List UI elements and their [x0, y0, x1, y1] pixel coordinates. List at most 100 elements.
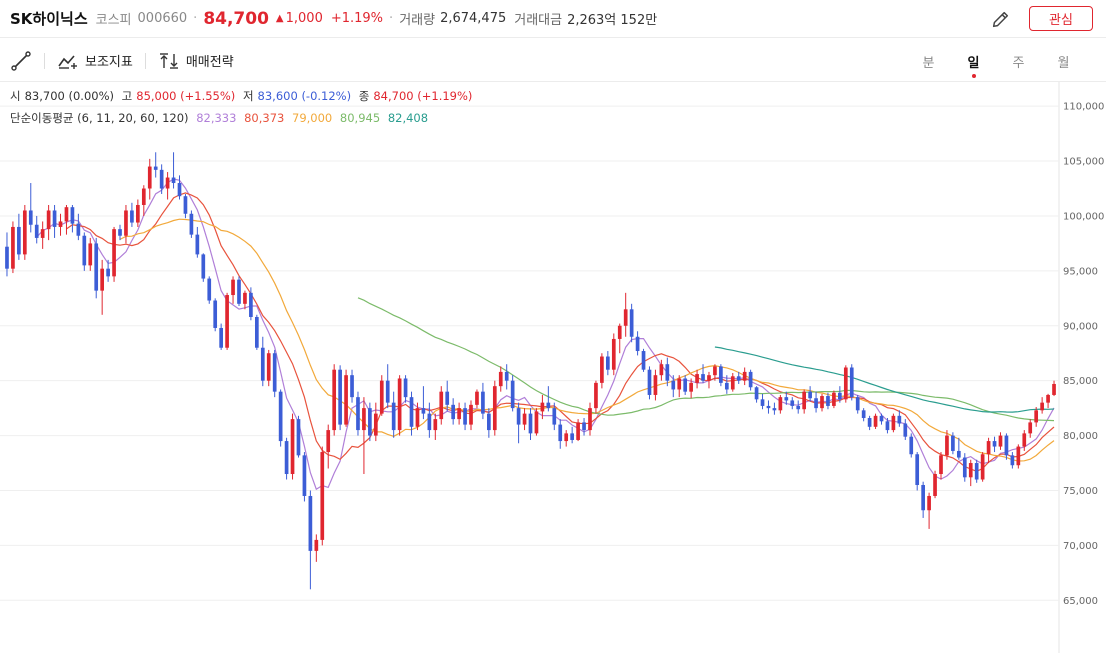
candle-body	[52, 210, 57, 227]
stock-name[interactable]: SK하이닉스	[10, 10, 88, 28]
candle-body	[766, 405, 771, 409]
candle-body	[22, 210, 27, 255]
candle-body	[326, 430, 331, 453]
y-tick-label: 65,000	[1063, 596, 1098, 607]
tab-week[interactable]: 주	[1012, 55, 1025, 71]
candle-body	[748, 371, 753, 388]
candle-body	[873, 415, 878, 427]
candle-body	[623, 309, 628, 326]
candle-body	[498, 371, 503, 387]
tab-minute[interactable]: 분	[922, 55, 935, 71]
candle-body	[891, 415, 896, 431]
candle-body	[76, 223, 81, 236]
candle-body	[1022, 433, 1027, 447]
candle-body	[784, 397, 789, 401]
candle-body	[403, 378, 408, 398]
candle-body	[986, 441, 991, 455]
favorite-button[interactable]: 관심	[1029, 6, 1093, 31]
candle-body	[576, 422, 580, 440]
candle-body	[724, 382, 729, 390]
candle-body	[962, 457, 967, 478]
candle-body	[28, 210, 33, 225]
candle-body	[903, 423, 908, 437]
candle-body	[1010, 455, 1015, 466]
candle-body	[195, 234, 200, 255]
candle-body	[159, 169, 164, 189]
ma6-value: 82,333	[196, 111, 237, 125]
ma-label: 단순이동평균 (6, 11, 20, 60, 120)	[10, 111, 189, 125]
candle-body	[1040, 402, 1044, 411]
candle-body	[141, 188, 146, 205]
high-value: 85,000 (+1.55%)	[136, 89, 236, 103]
candle-body	[207, 278, 212, 301]
candle-body	[826, 396, 830, 406]
candle-body	[368, 408, 372, 436]
candle-body	[611, 338, 616, 370]
candle-body	[951, 435, 955, 451]
candle-body	[82, 235, 87, 266]
strategy-button[interactable]: 매매전략	[158, 51, 234, 70]
toolbar-divider	[44, 52, 45, 69]
candle-body	[308, 495, 313, 551]
candle-body	[415, 408, 420, 427]
candle-body	[1046, 394, 1050, 403]
close-label: 종	[358, 89, 370, 103]
candle-body	[492, 386, 497, 431]
draw-line-icon[interactable]	[10, 50, 32, 72]
toolbar-divider	[144, 52, 146, 69]
candle-body	[11, 226, 15, 269]
candle-body	[356, 397, 360, 431]
candle-body	[457, 408, 461, 420]
ma11-value: 80,373	[244, 111, 285, 125]
indicator-button[interactable]: 보조지표	[57, 51, 133, 70]
pencil-icon[interactable]	[990, 8, 1012, 30]
candle-body	[445, 391, 450, 405]
indicator-icon	[58, 54, 77, 69]
candle-body	[219, 327, 223, 348]
candle-body	[802, 391, 807, 410]
candle-body	[522, 413, 527, 425]
candle-body	[469, 404, 473, 425]
open-value: 83,700 (0.00%)	[24, 89, 114, 103]
candle-body	[760, 399, 765, 406]
candle-body	[189, 213, 194, 235]
candle-body	[992, 441, 997, 447]
candle-body	[939, 455, 943, 475]
candle-body	[730, 376, 735, 390]
candle-body	[659, 364, 664, 376]
candle-body	[296, 419, 301, 456]
candle-body	[701, 374, 705, 381]
candle-body	[504, 371, 509, 381]
ma-legend: 단순이동평균 (6, 11, 20, 60, 120) 82,333 80,37…	[10, 110, 432, 126]
tab-day[interactable]: 일	[951, 52, 996, 78]
candle-body	[260, 347, 265, 381]
candle-body	[879, 415, 884, 422]
candle-body	[956, 450, 961, 458]
stock-code: 000660	[137, 11, 188, 26]
candle-body	[397, 378, 402, 431]
y-tick-label: 85,000	[1063, 376, 1098, 387]
tab-month[interactable]: 월	[1057, 55, 1070, 71]
price-chart[interactable]: 110,000 105,000 100,000 95,000 90,000 85,000 8…	[0, 82, 1106, 653]
volume-value: 2,674,475	[440, 11, 507, 26]
candle-body	[742, 371, 747, 381]
candle-body	[153, 166, 158, 170]
candle-body	[843, 367, 848, 400]
candle-body	[409, 397, 414, 427]
candle-body	[564, 433, 569, 442]
close-value: 84,700 (+1.19%)	[373, 89, 473, 103]
period-tabs: 분 일 주 월	[906, 40, 1086, 82]
candle-body	[201, 254, 206, 279]
strategy-label: 매매전략	[185, 55, 234, 70]
candle-body	[909, 436, 914, 455]
candle-body	[617, 325, 622, 339]
candle-body	[147, 166, 152, 189]
candle-body	[481, 391, 485, 414]
candle-body	[534, 411, 539, 434]
candle-body	[1016, 446, 1021, 466]
stock-header: SK하이닉스 코스피 000660 · 84,700 ▲ 1,000 +1.19…	[0, 0, 1106, 38]
candle-body	[237, 279, 241, 304]
candle-body	[915, 454, 920, 485]
candle-body	[379, 380, 384, 414]
ma20-value: 79,000	[292, 111, 333, 125]
